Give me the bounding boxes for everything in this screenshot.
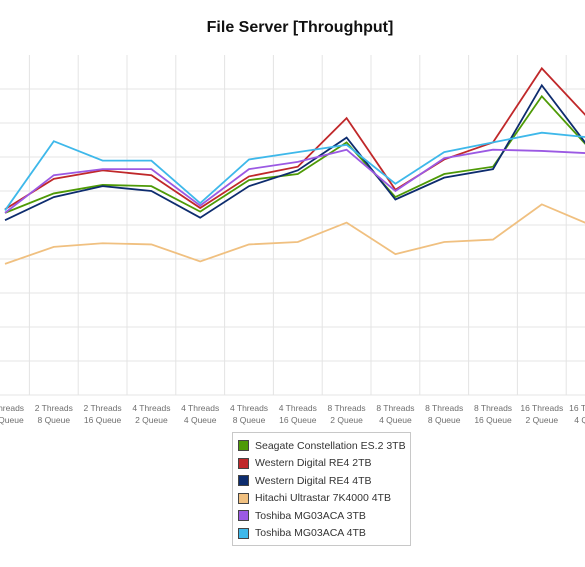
x-tick-label: 4 Threads 4 Queue (181, 403, 219, 425)
series-lines (4, 66, 585, 265)
legend-label: Western Digital RE4 2TB (255, 457, 372, 470)
legend-swatch (238, 475, 249, 487)
legend-label: Western Digital RE4 4TB (255, 474, 372, 487)
x-tick-label: 16 Threads 2 Queue (520, 403, 563, 425)
x-tick-label: 4 Threads 16 Queue (279, 403, 317, 425)
legend-item: Hitachi Ultrastar 7K4000 4TB (238, 490, 410, 508)
legend-item: Toshiba MG03ACA 3TB (238, 507, 410, 525)
legend-swatch (238, 492, 249, 504)
legend-item: Toshiba MG03ACA 4TB (238, 525, 410, 543)
legend-label: Toshiba MG03ACA 4TB (255, 527, 366, 540)
series-line-1 (4, 94, 585, 214)
x-tick-label: 4 Threads 8 Queue (230, 403, 268, 425)
chart-legend: Seagate Constellation ES.2 3TB Western Di… (232, 432, 411, 546)
legend-item: Western Digital RE4 2TB (238, 455, 410, 473)
legend-swatch (238, 510, 249, 522)
chart-title: File Server [Throughput] (206, 19, 394, 36)
legend-label: Toshiba MG03ACA 3TB (255, 509, 366, 522)
x-tick-label: 8 Threads 4 Queue (376, 403, 414, 425)
series-line-3 (4, 83, 585, 221)
x-tick-label: 2 Threads 8 Queue (35, 403, 73, 425)
legend-item: Western Digital RE4 4TB (238, 472, 410, 490)
x-tick-label: 8 Threads 16 Queue (474, 403, 512, 425)
legend-item: Seagate Constellation ES.2 3TB (238, 437, 410, 455)
series-line-4 (4, 203, 585, 265)
legend-swatch (238, 457, 249, 469)
legend-label: Seagate Constellation ES.2 3TB (255, 439, 406, 452)
series-line-6 (4, 131, 585, 211)
x-tick-label: 4 Threads 2 Queue (132, 403, 170, 425)
legend-swatch (238, 527, 249, 539)
legend-swatch (238, 440, 249, 452)
x-tick-label: 8 Threads 8 Queue (425, 403, 463, 425)
series-line-5 (4, 148, 585, 214)
x-tick-label: 2 Threads 16 Queue (84, 403, 122, 425)
x-tick-label: 8 Threads 2 Queue (328, 403, 366, 425)
legend-label: Hitachi Ultrastar 7K4000 4TB (255, 492, 391, 505)
chart-grid (0, 55, 585, 396)
